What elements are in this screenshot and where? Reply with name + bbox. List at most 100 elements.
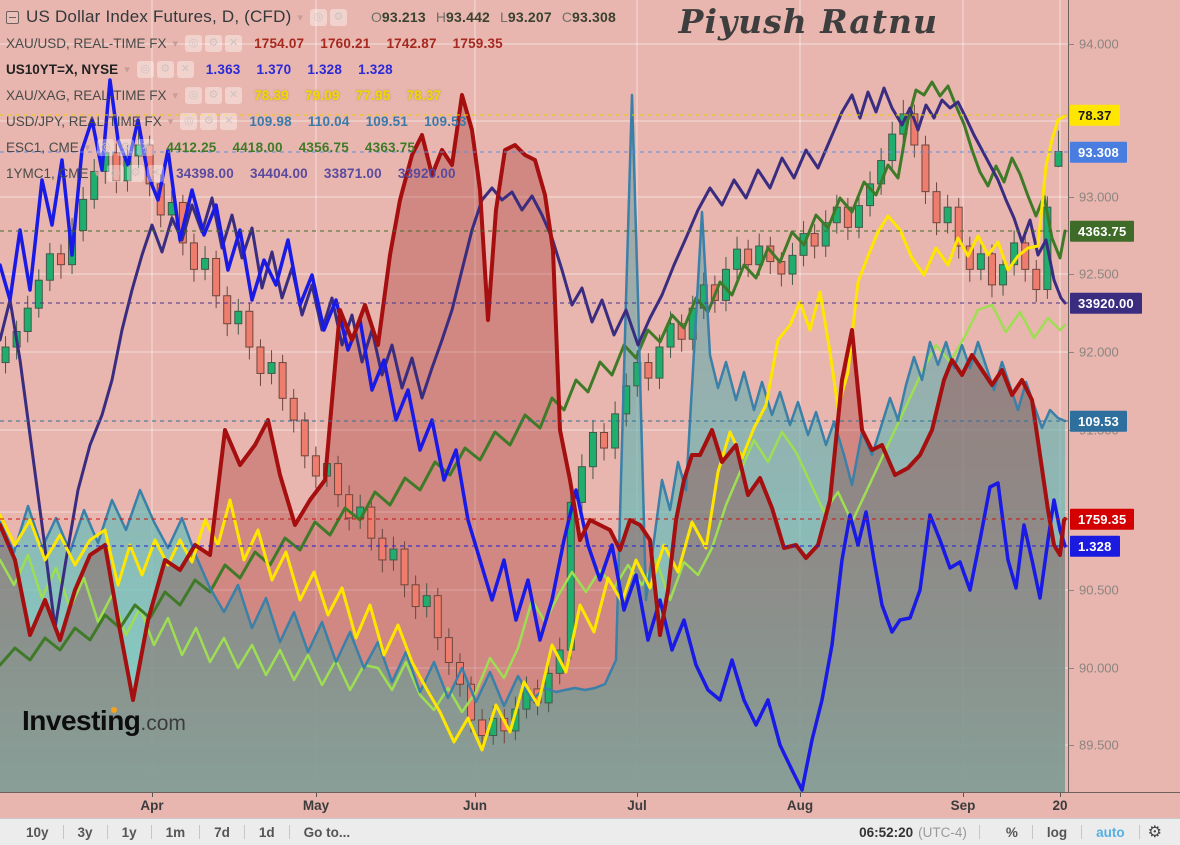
time-axis-label: Jun: [462, 798, 488, 813]
candle-down: [954, 206, 963, 247]
settings-gear-icon[interactable]: ⚙: [329, 8, 347, 26]
price-axis[interactable]: 94.00093.00092.50092.00091.50090.50090.0…: [1068, 0, 1180, 792]
range-button-3y[interactable]: 3y: [77, 824, 93, 840]
chevron-down-icon[interactable]: ▾: [172, 37, 179, 50]
chevron-down-icon[interactable]: ▾: [297, 11, 303, 24]
investing-logo-com: .com: [140, 712, 186, 735]
settings-gear-icon[interactable]: ⚙: [117, 138, 135, 156]
legend-ohlc-values: 1754.07 1760.21 1742.87 1759.35: [254, 36, 519, 51]
close-icon[interactable]: ✕: [225, 86, 243, 104]
quote-mode-icon[interactable]: ◎: [136, 60, 154, 78]
close-icon[interactable]: ✕: [176, 60, 194, 78]
quote-mode-icon[interactable]: ◎: [107, 164, 125, 182]
range-button-1y[interactable]: 1y: [121, 824, 137, 840]
close-icon[interactable]: ✕: [220, 112, 238, 130]
chevron-down-icon[interactable]: ▾: [167, 115, 174, 128]
candle-up: [943, 206, 952, 224]
chevron-down-icon[interactable]: ▾: [124, 63, 130, 76]
candle-up: [888, 133, 897, 162]
time-axis[interactable]: Apr May Jun Jul Aug Sep 20: [0, 792, 1180, 818]
divider: [243, 825, 245, 839]
legend-label-us10yt[interactable]: US10YT=X, NYSE: [6, 61, 119, 77]
candle-down: [744, 248, 753, 266]
legend-value: 1.363: [205, 61, 241, 77]
investing-logo: Investing.com: [22, 705, 186, 737]
candle-down: [256, 346, 265, 374]
candle-down: [777, 261, 786, 275]
chart-canvas[interactable]: [0, 0, 1068, 792]
series-line-esc1: [0, 80, 1067, 667]
ohlc-value: 93.207: [507, 9, 552, 25]
legend-value: 1.328: [307, 61, 343, 77]
candle-up: [999, 264, 1008, 286]
collapse-legend-icon[interactable]: [6, 10, 19, 24]
legend-ohlc-values: 78.39 79.09 77.95 78.37: [254, 88, 457, 103]
series-line-1ymc1: [0, 86, 1067, 630]
candle-up: [389, 548, 398, 561]
settings-gear-icon[interactable]: ⚙: [127, 164, 145, 182]
chevron-down-icon[interactable]: ▾: [84, 141, 91, 154]
legend-ohlc-values: 4412.25 4418.00 4356.75 4363.75: [166, 140, 431, 155]
goto-date-button[interactable]: Go to...: [303, 824, 351, 840]
legend-value: 34398.00: [176, 165, 234, 181]
price-axis-label: 90.500: [1079, 582, 1119, 598]
legend-panel: US Dollar Index Futures, D, (CFD) ▾ ◎ ⚙ …: [6, 4, 616, 186]
quote-mode-icon[interactable]: ◎: [180, 112, 198, 130]
series-line-us10yt: [0, 78, 1067, 792]
legend-label-esc1[interactable]: ESC1, CME: [6, 139, 79, 155]
legend-label-usdjpy[interactable]: USD/JPY, REAL-TIME FX: [6, 113, 162, 129]
candle-up: [1010, 242, 1019, 266]
price-badge: 1759.35: [1070, 508, 1135, 530]
clock-timezone[interactable]: (UTC-4): [918, 824, 967, 840]
axis-tick: [1069, 352, 1074, 353]
settings-gear-icon[interactable]: ⚙: [200, 112, 218, 130]
legend-value: 4356.75: [298, 139, 349, 155]
legend-row-us10yt: US10YT=X, NYSE ▾ ◎ ⚙ ✕ 1.363 1.370 1.328 1.328: [6, 56, 616, 82]
quote-mode-icon[interactable]: ◎: [309, 8, 327, 26]
main-symbol-title[interactable]: US Dollar Index Futures, D, (CFD): [26, 7, 292, 26]
legend-value: 4412.25: [166, 139, 217, 155]
quote-mode-icon[interactable]: ◎: [185, 34, 203, 52]
chart-settings-gear-icon[interactable]: ⚙: [1147, 824, 1162, 841]
close-icon[interactable]: ✕: [225, 34, 243, 52]
legend-label-xauusd[interactable]: XAU/USD, REAL-TIME FX: [6, 35, 167, 51]
range-button-7d[interactable]: 7d: [214, 824, 230, 840]
axis-tick: [1069, 44, 1074, 45]
percent-scale-button[interactable]: %: [1005, 824, 1018, 840]
series-line-usdjpy: [0, 93, 1067, 708]
legend-row-xauxag: XAU/XAG, REAL-TIME FX ▾ ◎ ⚙ ✕ 78.39 79.09 77.95…: [6, 82, 616, 108]
close-icon[interactable]: ✕: [137, 138, 155, 156]
price-axis-label: 89.500: [1079, 737, 1119, 753]
range-button-10y[interactable]: 10y: [26, 824, 49, 840]
bottom-toolbar: 10y 3y 1y 1m 7d 1d Go to... 06:52:20 (UTC-4) %…: [0, 818, 1180, 845]
legend-value: 1742.87: [386, 35, 437, 51]
chevron-down-icon[interactable]: ▾: [94, 167, 101, 180]
log-scale-button[interactable]: log: [1046, 824, 1068, 840]
ohlc-value: 93.308: [572, 9, 617, 25]
range-button-1m[interactable]: 1m: [165, 824, 186, 840]
ohlc-value: 93.442: [446, 9, 491, 25]
chevron-down-icon[interactable]: ▾: [172, 89, 179, 102]
legend-value: 109.51: [365, 113, 409, 129]
price-badge: 93.308: [1070, 141, 1127, 163]
range-button-1d[interactable]: 1d: [258, 824, 275, 840]
ohlc-key: O: [370, 9, 382, 25]
divider: [1031, 825, 1033, 839]
legend-label-xauxag[interactable]: XAU/XAG, REAL-TIME FX: [6, 87, 167, 103]
close-icon[interactable]: ✕: [147, 164, 165, 182]
quote-mode-icon[interactable]: ◎: [97, 138, 115, 156]
candle-up: [34, 279, 43, 309]
chart-plot-area[interactable]: US Dollar Index Futures, D, (CFD) ▾ ◎ ⚙ …: [0, 0, 1068, 792]
auto-scale-button[interactable]: auto: [1096, 824, 1125, 840]
candle-up: [1, 346, 10, 364]
settings-gear-icon[interactable]: ⚙: [156, 60, 174, 78]
legend-value: 4418.00: [232, 139, 283, 155]
settings-gear-icon[interactable]: ⚙: [205, 86, 223, 104]
legend-ohlc-values: 109.98 110.04 109.51 109.53: [249, 114, 482, 129]
candle-down: [300, 419, 309, 457]
clock-time[interactable]: 06:52:20: [859, 824, 914, 840]
settings-gear-icon[interactable]: ⚙: [205, 34, 223, 52]
candle-up: [655, 346, 664, 379]
quote-mode-icon[interactable]: ◎: [185, 86, 203, 104]
legend-label-1ymc1[interactable]: 1YMC1, CME: [6, 165, 89, 181]
